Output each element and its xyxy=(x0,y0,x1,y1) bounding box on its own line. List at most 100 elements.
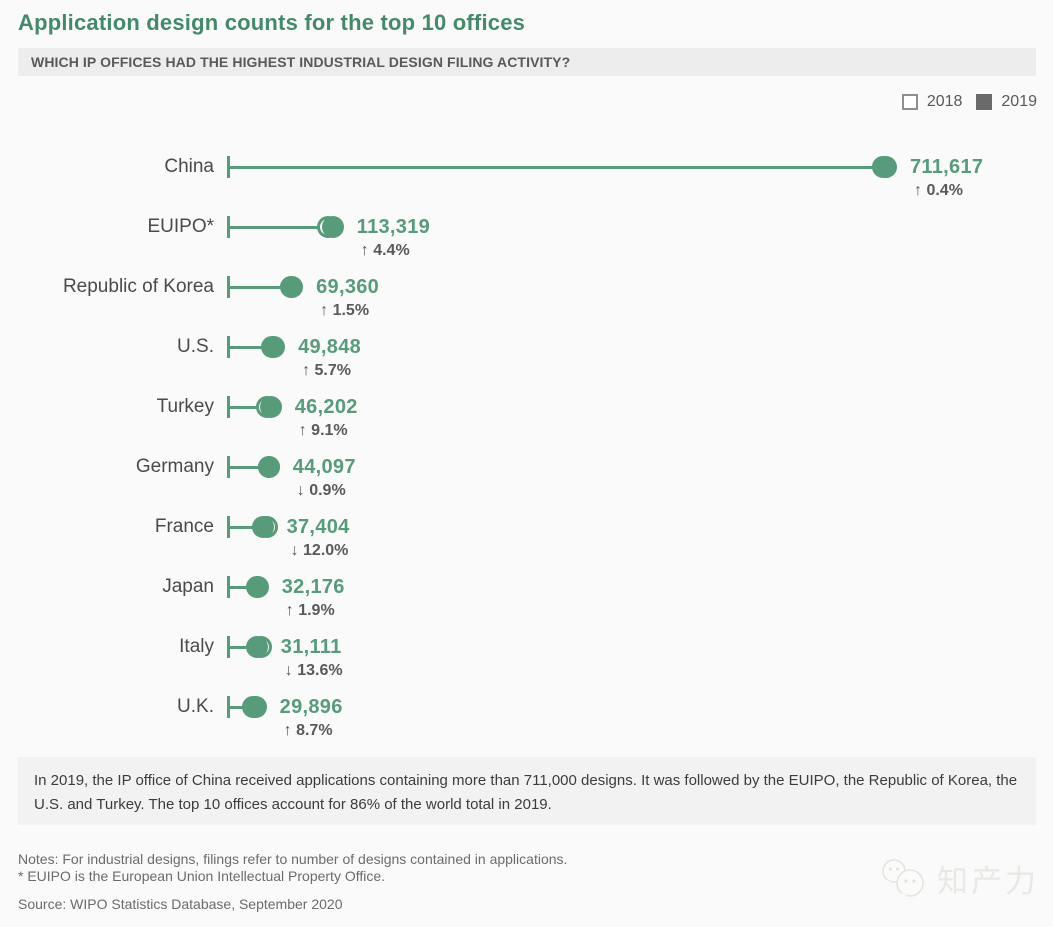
marker-2019 xyxy=(245,636,268,658)
note-line-2: * EUIPO is the European Union Intellectu… xyxy=(18,868,386,884)
marker-2019 xyxy=(263,336,286,358)
row-label: U.S. xyxy=(177,336,214,357)
change-label: ↑ 4.4% xyxy=(360,242,410,259)
row-label: Italy xyxy=(179,636,214,657)
marker-2018 xyxy=(246,576,269,598)
change-label: ↑ 5.7% xyxy=(302,362,351,379)
connector-line xyxy=(228,225,333,229)
row-label: EUIPO* xyxy=(147,216,214,237)
connector-line xyxy=(228,285,293,289)
chat-bubbles-icon xyxy=(882,858,924,898)
axis-tick xyxy=(227,576,230,598)
marker-2019 xyxy=(244,696,267,718)
axis-tick xyxy=(227,276,230,298)
legend-label-2019: 2019 xyxy=(1001,93,1037,110)
value-label: 32,176 xyxy=(281,576,345,598)
value-label: 69,360 xyxy=(316,276,380,298)
connector-line xyxy=(228,405,271,409)
value-label: 711,617 xyxy=(910,156,984,178)
marker-2019 xyxy=(875,156,897,178)
marker-2019 xyxy=(321,216,344,238)
open-square-icon xyxy=(901,94,918,110)
marker-2018 xyxy=(260,336,283,358)
marker-2018 xyxy=(256,396,279,418)
zhichanli-logo: 知产力 xyxy=(879,856,1039,901)
marker-2019 xyxy=(281,276,304,298)
source-text: Source: WIPO Statistics Database, Septem… xyxy=(18,896,343,912)
axis-tick xyxy=(227,396,230,418)
subtitle-bar: WHICH IP OFFICES HAD THE HIGHEST INDUSTR… xyxy=(18,48,1036,76)
marker-2018 xyxy=(250,636,273,658)
chart-row: Japan 32,176 ↑ 1.9% xyxy=(0,557,1053,619)
axis-tick xyxy=(227,696,230,718)
marker-2018 xyxy=(280,276,303,298)
chart-row: U.K. 29,896 ↑ 8.7% xyxy=(0,677,1053,739)
value-label: 37,404 xyxy=(286,516,350,538)
value-label: 49,848 xyxy=(298,336,362,358)
marker-2019 xyxy=(246,576,269,598)
chart-row: France 37,404 ↓ 12.0% xyxy=(0,497,1053,559)
chart-row: China 711,617 ↑ 0.4% xyxy=(0,137,1053,199)
change-label: ↓ 0.9% xyxy=(296,482,346,499)
chart-row: U.S. 49,848 ↑ 5.7% xyxy=(0,317,1053,379)
axis-tick xyxy=(227,336,230,358)
axis-tick xyxy=(227,216,230,238)
row-label: Japan xyxy=(162,576,214,597)
subtitle-text: WHICH IP OFFICES HAD THE HIGHEST INDUSTR… xyxy=(31,54,571,70)
chart-row: EUIPO* 113,319 ↑ 4.4% xyxy=(0,197,1053,259)
connector-line xyxy=(228,345,275,349)
row-label: China xyxy=(164,156,214,177)
watermark-text: 知产力 xyxy=(937,864,1039,899)
connector-line xyxy=(228,645,257,649)
row-label: France xyxy=(154,516,214,537)
chart-row: Italy 31,111 ↓ 13.6% xyxy=(0,617,1053,679)
change-label: ↑ 0.4% xyxy=(914,182,963,199)
legend-label-2018: 2018 xyxy=(926,93,963,110)
axis-tick xyxy=(227,156,230,178)
filled-square-icon xyxy=(976,94,993,110)
chart-row: Republic of Korea 69,360 ↑ 1.5% xyxy=(0,257,1053,319)
value-label: 29,896 xyxy=(279,696,343,718)
marker-2019 xyxy=(257,456,280,478)
connector-line xyxy=(228,165,886,169)
change-label: ↑ 8.7% xyxy=(283,722,333,739)
summary-box: In 2019, the IP office of China received… xyxy=(18,757,1036,825)
value-label: 44,097 xyxy=(292,456,356,478)
summary-text: In 2019, the IP office of China received… xyxy=(34,772,1018,813)
row-label: Turkey xyxy=(156,396,214,417)
marker-2018 xyxy=(256,516,279,538)
marker-2019 xyxy=(251,516,274,538)
change-label: ↑ 1.5% xyxy=(320,302,370,319)
change-label: ↓ 13.6% xyxy=(284,662,343,679)
change-label: ↓ 12.0% xyxy=(290,542,349,559)
marker-2019 xyxy=(259,396,282,418)
value-label: 46,202 xyxy=(294,396,358,418)
connector-line xyxy=(228,705,256,709)
axis-tick xyxy=(227,456,230,478)
connector-line xyxy=(228,465,269,469)
connector-line xyxy=(228,585,258,589)
marker-2018 xyxy=(872,156,895,178)
value-label: 31,111 xyxy=(280,636,342,658)
page-title: Application design counts for the top 10… xyxy=(18,10,526,35)
chart-row: Turkey 46,202 ↑ 9.1% xyxy=(0,377,1053,439)
legend: 2018 2019 xyxy=(901,93,1037,111)
marker-2018 xyxy=(242,696,265,718)
row-label: Germany xyxy=(135,456,214,477)
legend-item-2019: 2019 xyxy=(976,93,1037,111)
marker-2018 xyxy=(258,456,281,478)
axis-tick xyxy=(227,636,230,658)
value-label: 113,319 xyxy=(356,216,431,238)
axis-tick xyxy=(227,516,230,538)
change-label: ↑ 9.1% xyxy=(298,422,348,439)
change-label: ↑ 1.9% xyxy=(285,602,335,619)
notes: Notes: For industrial designs, filings r… xyxy=(18,851,567,885)
legend-item-2018: 2018 xyxy=(901,93,963,111)
marker-2018 xyxy=(317,216,340,238)
chart-row: Germany 44,097 ↓ 0.9% xyxy=(0,437,1053,499)
row-label: U.K. xyxy=(177,696,214,717)
row-label: Republic of Korea xyxy=(62,276,214,297)
note-line-1: Notes: For industrial designs, filings r… xyxy=(18,851,568,867)
connector-line xyxy=(228,525,263,529)
